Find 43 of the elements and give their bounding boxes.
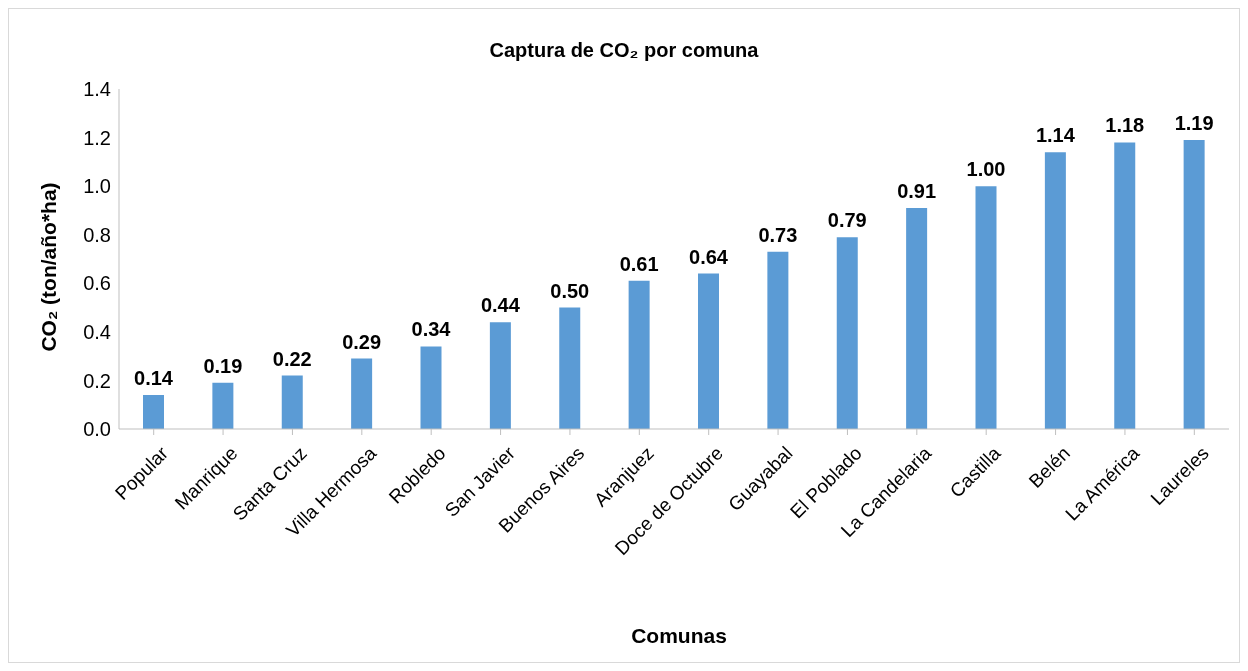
bar	[489, 322, 511, 429]
data-label: 0.34	[411, 318, 452, 341]
data-label: 0.29	[342, 330, 382, 353]
bar	[698, 273, 719, 429]
data-label: 0.50	[550, 279, 590, 302]
bar	[281, 375, 303, 429]
bar	[628, 280, 650, 429]
data-label: 1.18	[1105, 114, 1145, 137]
y-tick-label: 1.4	[83, 78, 111, 101]
bar	[1114, 142, 1136, 429]
bar	[1044, 152, 1066, 429]
data-label: 0.91	[897, 180, 937, 202]
data-label: 0.73	[758, 223, 798, 246]
data-label: 0.61	[619, 252, 659, 275]
data-label: 1.19	[1174, 112, 1214, 134]
y-tick-label: 0.8	[83, 223, 111, 246]
bar	[767, 251, 789, 429]
y-tick-label: 1.0	[83, 175, 111, 198]
bar	[351, 358, 373, 429]
bar	[836, 237, 858, 429]
bar	[143, 395, 164, 429]
y-tick-label: 0.0	[83, 418, 111, 441]
data-label: 0.79	[827, 209, 867, 232]
data-label: 0.22	[272, 347, 312, 370]
data-label: 0.14	[134, 367, 174, 389]
data-label: 0.19	[203, 354, 243, 377]
y-tick-label: 0.2	[83, 369, 111, 392]
y-axis-title: CO₂ (ton/año*ha)	[37, 182, 61, 352]
bar	[1183, 140, 1205, 429]
y-tick-label: 0.6	[83, 272, 111, 295]
bar	[559, 307, 581, 429]
data-label: 1.00	[966, 158, 1006, 181]
y-tick-label: 1.2	[83, 126, 111, 149]
bar	[906, 208, 928, 429]
data-label: 0.44	[480, 294, 521, 317]
x-axis-title: Comunas	[630, 624, 728, 648]
bar	[212, 382, 234, 429]
y-tick-label: 0.4	[83, 320, 111, 343]
bar	[975, 186, 997, 429]
data-label: 0.64	[689, 245, 729, 268]
bar	[420, 346, 442, 429]
chart-title: Captura de CO₂ por comuna	[488, 39, 760, 62]
data-label: 1.14	[1035, 124, 1076, 147]
